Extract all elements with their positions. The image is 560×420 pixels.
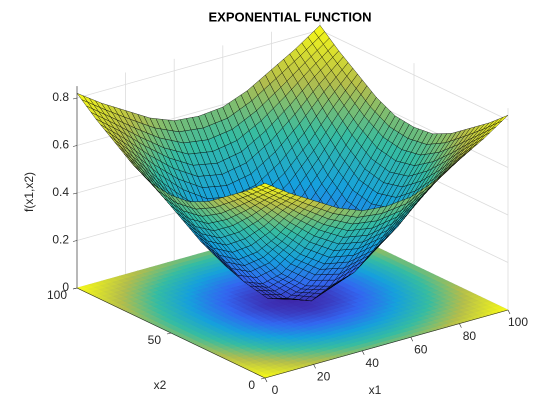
z-tick xyxy=(72,145,78,147)
z-tick-label: 0 xyxy=(62,280,69,294)
z-tick xyxy=(72,97,78,100)
z-tick-label: 0.6 xyxy=(52,138,69,152)
y-tick-label: 0 xyxy=(248,378,255,392)
x-tick-label: 60 xyxy=(414,342,428,356)
z-tick xyxy=(72,240,78,242)
grid-line xyxy=(76,29,321,99)
x-tick xyxy=(459,323,462,328)
z-tick-label: 0.4 xyxy=(52,185,69,199)
z-tick xyxy=(72,192,78,195)
x-tick xyxy=(361,350,365,355)
x-axis-label: x1 xyxy=(369,383,382,397)
y-tick-label: 50 xyxy=(148,333,162,347)
z-axis-label: f(x1,x2) xyxy=(22,172,36,212)
z-tick-label: 0.2 xyxy=(52,233,69,247)
x-tick-label: 100 xyxy=(508,315,528,329)
x-tick-label: 0 xyxy=(272,383,279,397)
x-tick-label: 20 xyxy=(317,370,331,384)
grid-line xyxy=(319,29,509,121)
z-tick-label: 0.8 xyxy=(52,90,69,104)
x-tick xyxy=(507,309,511,315)
y-tick xyxy=(260,377,266,380)
x-tick-label: 80 xyxy=(463,329,477,343)
chart-title: EXPONENTIAL FUNCTION xyxy=(209,9,372,24)
z-tick xyxy=(72,287,78,290)
x-tick xyxy=(410,337,414,342)
x-tick xyxy=(313,364,316,369)
y-tick-label: 100 xyxy=(47,288,67,302)
surface-patch xyxy=(259,183,272,189)
x-axis xyxy=(264,309,509,379)
x-tick-label: 40 xyxy=(366,356,380,370)
y-tick xyxy=(166,332,172,335)
x-tick xyxy=(264,377,268,383)
y-axis-label: x2 xyxy=(154,378,167,392)
